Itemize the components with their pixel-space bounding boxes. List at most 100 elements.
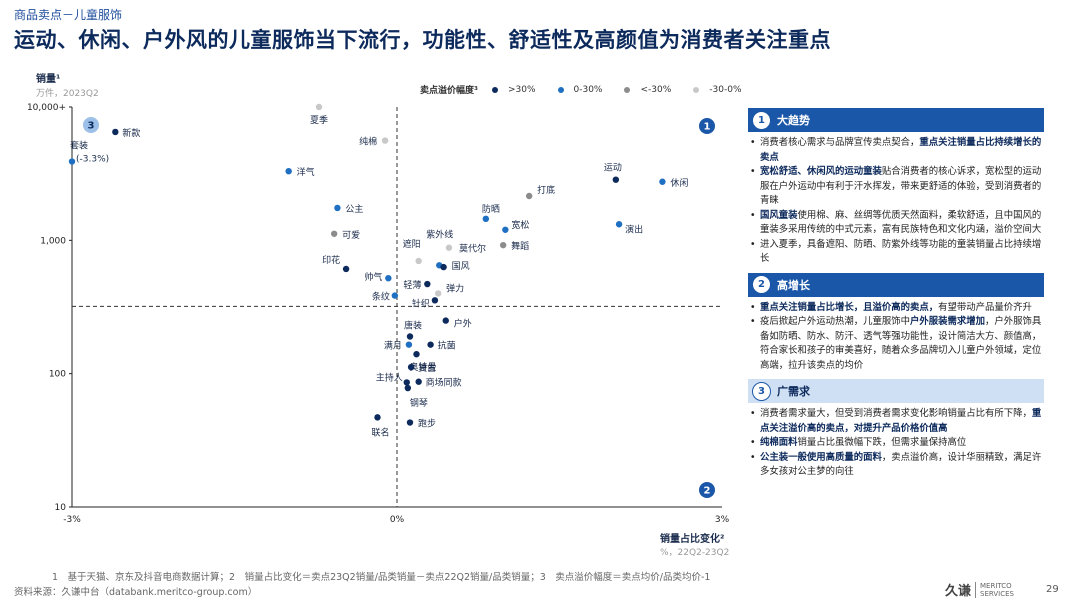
- data-point-label: 主持人: [376, 371, 403, 383]
- data-point-label: 紫外线: [426, 228, 453, 240]
- data-point: [334, 204, 341, 212]
- data-point-label: 演出: [625, 223, 643, 235]
- data-point: [434, 290, 442, 297]
- data-point-label: 国风: [452, 261, 470, 272]
- quadrant-badge-label: 3: [88, 121, 95, 132]
- data-point-label: 纯棉: [359, 136, 377, 148]
- section-list: 重点关注销量占比增长，且溢价高的卖点，有望带动产品量价齐升 疫后掀起户外运动热潮…: [748, 301, 1044, 374]
- data-point-label: 轻薄: [403, 279, 421, 291]
- x-tick-label: 0%: [390, 515, 405, 525]
- data-point: [315, 103, 323, 111]
- legend-label: 0-30%: [573, 84, 603, 95]
- data-point-label: 户外: [454, 318, 472, 330]
- section-list: 消费者核心需求与品牌宣传卖点契合，重点关注销量占比持续增长的卖点 宽松舒适、休闲…: [748, 136, 1044, 267]
- data-point: [391, 292, 399, 299]
- data-point-label: 跑步: [418, 418, 436, 430]
- source-note: 资料来源：久谦中台（databank.meritco-group.com）: [14, 587, 258, 598]
- data-point: [342, 265, 350, 273]
- data-point: [525, 192, 533, 200]
- data-point: [112, 128, 119, 136]
- logo-en-text: MERITCO SERVICES: [975, 581, 1014, 598]
- quadrant-badge-1: [699, 118, 715, 134]
- section-header-trend: 1 大趋势: [748, 108, 1044, 132]
- data-point-label: 条纹: [372, 291, 390, 303]
- data-point-label: 公主: [345, 203, 363, 215]
- data-point: [612, 176, 620, 183]
- data-point: [499, 241, 507, 249]
- section-number-badge: 2: [752, 275, 771, 294]
- data-point: [482, 215, 490, 223]
- data-point: [403, 379, 410, 386]
- x-axis-label: 销量占比变化²: [660, 534, 725, 545]
- section-list: 消费者需求量大，但受到消费者需求变化影响销量占比有所下降，重点关注溢价高的卖点，…: [748, 407, 1044, 480]
- legend-dot: [624, 86, 631, 93]
- data-point-label: 套装: [70, 140, 88, 152]
- legend-item: -30-0%: [693, 84, 742, 95]
- section-title: 广需求: [777, 385, 810, 398]
- legend-dot: [557, 86, 564, 93]
- data-point-label: 唐装: [404, 319, 422, 331]
- quadrant-badge-label: 1: [704, 122, 711, 133]
- data-point-label: 可爱: [342, 230, 360, 241]
- page-title: 运动、休闲、户外风的儿童服饰当下流行，功能性、舒适性及高颜值为消费者关注重点: [14, 28, 831, 52]
- scatter-chart: 10 100 1,000 10,000+ -3% 0% 3% 1 2 3套装 (-3.3%) 新款 夏季…: [27, 103, 730, 525]
- data-point-label: 帅气: [364, 271, 382, 283]
- data-point-label: 防晒: [482, 203, 500, 215]
- data-point-label: 复古: [418, 362, 436, 374]
- y-tick-label: 10,000+: [27, 103, 66, 113]
- list-item: 疫后掀起户外运动热潮，儿童服饰中户外服装需求增加，户外服饰具备如防晒、防水、防汗…: [748, 315, 1044, 373]
- data-point: [427, 341, 434, 348]
- data-point: [431, 297, 439, 304]
- section-number-badge: 3: [752, 381, 771, 401]
- data-point: [385, 274, 392, 282]
- data-point-label: 莫代尔: [459, 243, 486, 255]
- data-point: [285, 167, 292, 175]
- data-point: [68, 158, 76, 165]
- quadrant-badge-label: 2: [704, 486, 711, 497]
- data-point-label: 遮阳: [403, 238, 421, 250]
- list-item: 消费者核心需求与品牌宣传卖点契合，重点关注销量占比持续增长的卖点: [748, 136, 1044, 165]
- legend-label: -30-0%: [709, 84, 742, 95]
- legend-label: <-30%: [640, 84, 672, 95]
- list-item: 重点关注销量占比增长，且溢价高的卖点，有望带动产品量价齐升: [748, 301, 1044, 316]
- data-point-label: 满月: [384, 341, 402, 352]
- data-point: [424, 280, 431, 288]
- data-point-label: 针织: [412, 297, 430, 309]
- data-point-label: 夏季: [310, 114, 328, 126]
- data-point-label: 舞蹈: [511, 241, 529, 252]
- data-point-label: 联名: [371, 426, 389, 438]
- y-tick-label: 100: [49, 370, 66, 380]
- data-point: [405, 341, 413, 348]
- y-axis-label: 销量¹: [36, 74, 61, 85]
- list-item: 国风童装使用棉、麻、丝绸等优质天然面料，柔软舒适，且中国风的童装多采用传统的中式…: [748, 209, 1044, 238]
- breadcrumb: 商品卖点－儿童服饰: [14, 8, 123, 22]
- data-point: [413, 350, 420, 358]
- data-point: [415, 378, 422, 385]
- data-point-label: 洋气: [297, 166, 315, 178]
- data-point-label: 奥特曼: [410, 361, 437, 373]
- legend-item: 0-30%: [557, 84, 603, 95]
- legend-label: >30%: [507, 84, 536, 95]
- footnote: 1 基于天猫、京东及抖音电商数据计算；2 销量占比变化＝卖点23Q2销量/品类销…: [52, 572, 711, 583]
- legend-title: 卖点溢价幅度³: [420, 86, 478, 96]
- data-point-label: 宽松: [511, 219, 529, 231]
- list-item: 进入夏季，具备遮阳、防晒、防紫外线等功能的童装销量占比持续增长: [748, 238, 1044, 267]
- company-logo: 久谦 MERITCO SERVICES: [945, 580, 1014, 599]
- data-point: [615, 221, 623, 228]
- data-point: [440, 263, 447, 271]
- legend-dot: [693, 86, 700, 93]
- legend-item: >30%: [491, 84, 536, 95]
- data-point-label: 弹力: [446, 282, 464, 294]
- data-point: [406, 419, 414, 426]
- data-point-label: 新款: [122, 127, 140, 139]
- insight-panel: 1 大趋势 消费者核心需求与品牌宣传卖点契合，重点关注销量占比持续增长的卖点 宽…: [748, 108, 1044, 486]
- data-point: [407, 363, 415, 371]
- section-header-growth: 2 高增长: [748, 272, 1044, 297]
- data-point: [404, 384, 412, 392]
- section-title: 大趋势: [777, 114, 810, 127]
- x-tick-label: 3%: [715, 515, 730, 525]
- section-title: 高增长: [777, 278, 810, 292]
- data-point: [445, 244, 453, 251]
- quadrant-badge-3: [83, 117, 99, 133]
- list-item: 纯棉面料销量占比虽微幅下跌，但需求量保持高位: [748, 436, 1044, 451]
